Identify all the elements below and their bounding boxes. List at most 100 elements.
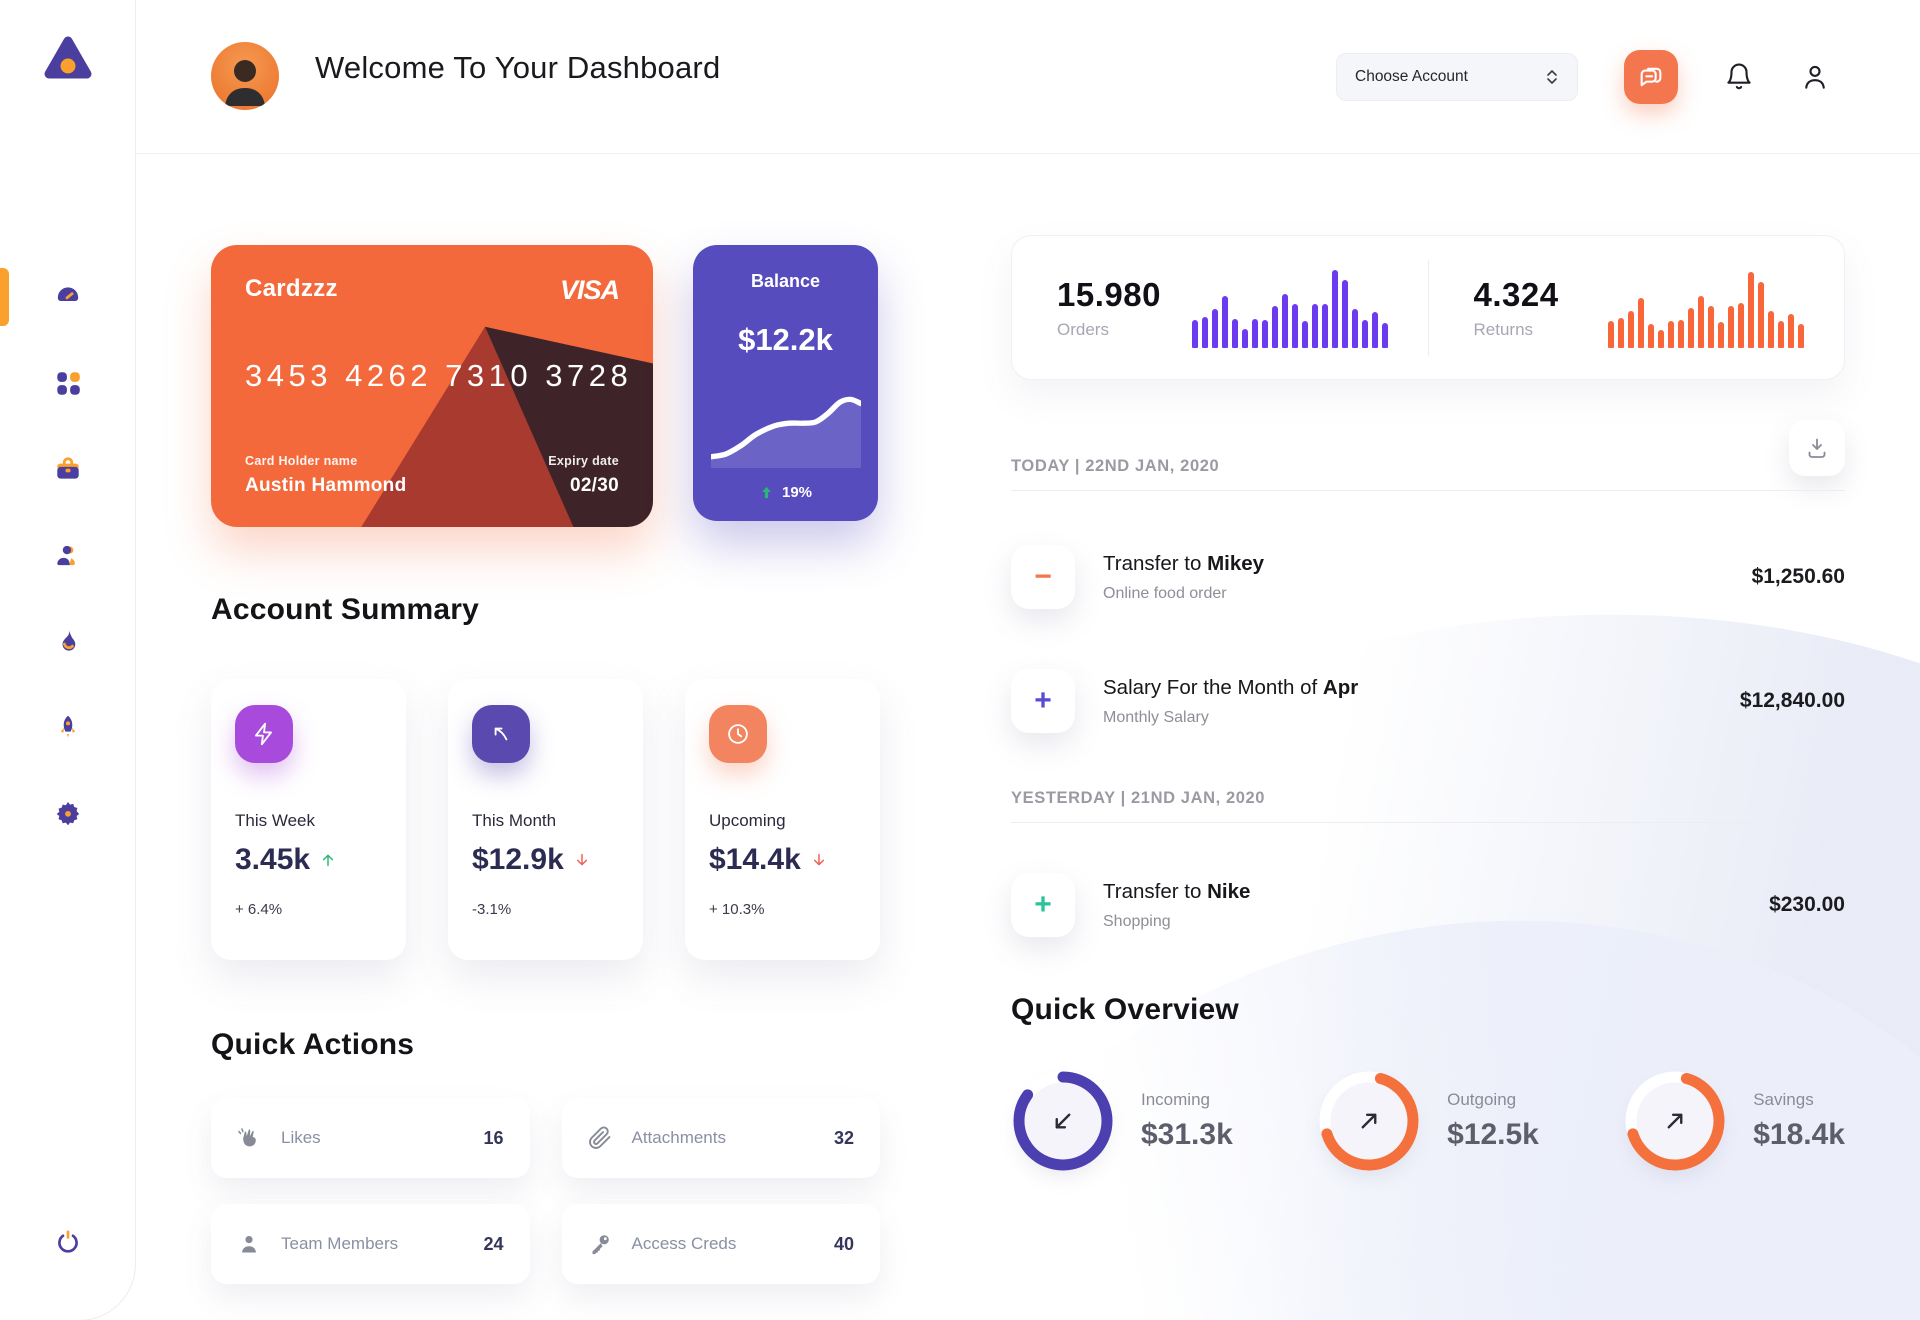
download-icon bbox=[1808, 438, 1826, 458]
overview-value: $12.5k bbox=[1447, 1118, 1539, 1151]
quick-action-access-creds[interactable]: Access Creds 40 bbox=[561, 1204, 880, 1284]
stats-divider bbox=[1427, 259, 1429, 356]
summary-card-upcoming[interactable]: Upcoming $14.4k + 10.3% bbox=[685, 679, 880, 960]
sidebar-nav bbox=[0, 268, 135, 828]
balance-label: Balance bbox=[750, 271, 821, 291]
arrow-up-right-icon bbox=[1317, 1069, 1421, 1173]
user-profile-icon bbox=[1805, 65, 1825, 89]
trend-arrow-icon bbox=[320, 852, 336, 868]
overview-outgoing: Outgoing $12.5k bbox=[1317, 1069, 1539, 1173]
orders-label: Orders bbox=[1057, 319, 1109, 339]
quick-action-label: Attachments bbox=[631, 1128, 727, 1147]
chevron-updown-icon bbox=[1547, 70, 1557, 84]
sidebar bbox=[0, 0, 135, 1320]
card-number: 3453 4262 7310 3728 bbox=[245, 358, 633, 393]
quick-action-label: Team Members bbox=[281, 1234, 399, 1253]
active-indicator bbox=[0, 268, 9, 326]
summary-label: This Week bbox=[235, 811, 315, 830]
transaction-row[interactable]: + Transfer to Nike Shopping $230.00 bbox=[1011, 873, 1845, 937]
paperclip-icon bbox=[588, 1126, 610, 1149]
summary-delta: + 6.4% bbox=[235, 901, 283, 918]
card-holder-name: Austin Hammond bbox=[245, 475, 407, 496]
summary-card-this-month[interactable]: This Month $12.9k -3.1% bbox=[448, 679, 643, 960]
briefcase-icon bbox=[56, 457, 79, 479]
sidebar-item-categories[interactable] bbox=[0, 368, 135, 398]
overview-label: Savings bbox=[1753, 1090, 1814, 1109]
summary-card-this-week[interactable]: This Week 3.45k + 6.4% bbox=[211, 679, 406, 960]
sidebar-item-settings[interactable] bbox=[0, 798, 135, 828]
sidebar-item-trending[interactable] bbox=[0, 626, 135, 656]
logout-button[interactable] bbox=[0, 1228, 135, 1262]
sidebar-item-portfolio[interactable] bbox=[0, 454, 135, 484]
balance-card: Balance $12.2k 19% bbox=[693, 245, 878, 521]
flame-icon bbox=[62, 630, 75, 651]
transaction-subtitle: Shopping bbox=[1103, 912, 1171, 930]
summary-label: This Month bbox=[472, 811, 557, 830]
outgoing-ring bbox=[1317, 1069, 1421, 1173]
notifications-button[interactable] bbox=[1724, 62, 1754, 92]
avatar[interactable] bbox=[211, 42, 279, 110]
messages-button[interactable] bbox=[1624, 50, 1678, 104]
yesterday-header: YESTERDAY | 21ND JAN, 2020 bbox=[1011, 789, 1266, 807]
quick-action-likes[interactable]: Likes 16 bbox=[211, 1098, 530, 1178]
cards-row: Cardzzz VISA 3453 4262 7310 3728 Card Ho… bbox=[211, 245, 880, 527]
card-expiry-value: 02/30 bbox=[569, 475, 619, 496]
quick-action-count: 16 bbox=[483, 1127, 504, 1148]
overview-value: $18.4k bbox=[1753, 1118, 1845, 1151]
account-select-label: Choose Account bbox=[1355, 68, 1468, 85]
chat-icon bbox=[1640, 67, 1662, 87]
quick-overview-title: Quick Overview bbox=[1011, 993, 1239, 1026]
arrow-up-icon bbox=[762, 486, 771, 499]
overview-incoming: Incoming $31.3k bbox=[1011, 1069, 1233, 1173]
summary-delta: -3.1% bbox=[472, 901, 512, 918]
main-content: Cardzzz VISA 3453 4262 7310 3728 Card Ho… bbox=[135, 154, 1920, 1320]
orders-stat: 15.980 Orders bbox=[1012, 268, 1428, 348]
divider bbox=[1011, 490, 1845, 491]
sidebar-item-contacts[interactable] bbox=[0, 540, 135, 570]
quick-action-team-members[interactable]: Team Members 24 bbox=[211, 1204, 530, 1284]
transaction-subtitle: Monthly Salary bbox=[1103, 708, 1209, 726]
quick-action-label: Likes bbox=[281, 1128, 321, 1147]
transaction-subtitle: Online food order bbox=[1103, 584, 1227, 602]
orders-bar-chart bbox=[1191, 268, 1388, 348]
profile-button[interactable] bbox=[1800, 62, 1830, 92]
quick-action-attachments[interactable]: Attachments 32 bbox=[561, 1098, 880, 1178]
sidebar-item-launch[interactable] bbox=[0, 712, 135, 742]
gear-icon bbox=[56, 801, 79, 826]
overview-savings: Savings $18.4k bbox=[1623, 1069, 1845, 1173]
clock-icon bbox=[709, 705, 767, 763]
credit-card: Cardzzz VISA 3453 4262 7310 3728 Card Ho… bbox=[211, 245, 653, 527]
transaction-amount: $1,250.60 bbox=[1751, 565, 1845, 588]
header-actions: Choose Account bbox=[1336, 0, 1830, 154]
transaction-amount: $230.00 bbox=[1769, 893, 1845, 916]
page-title: Welcome To Your Dashboard bbox=[315, 50, 721, 85]
trend-arrow-icon bbox=[811, 852, 827, 868]
transaction-row[interactable]: − Transfer to Mikey Online food order $1… bbox=[1011, 545, 1845, 609]
app-logo bbox=[41, 32, 95, 86]
balance-change-value: 19% bbox=[781, 484, 813, 501]
orders-value: 15.980 bbox=[1057, 275, 1161, 313]
grid-icon bbox=[56, 372, 80, 395]
trend-arrow-icon bbox=[574, 852, 590, 868]
quick-action-count: 40 bbox=[833, 1233, 854, 1254]
arrow-down-left-icon bbox=[1011, 1069, 1115, 1173]
quick-actions-title: Quick Actions bbox=[211, 1028, 415, 1061]
user-icon bbox=[56, 545, 75, 566]
transaction-row[interactable]: + Salary For the Month of Apr Monthly Sa… bbox=[1011, 669, 1845, 733]
overview-value: $31.3k bbox=[1141, 1118, 1233, 1151]
plus-icon: + bbox=[1011, 873, 1075, 937]
quick-actions: Likes 16 Attachments 32 Team Members bbox=[211, 1098, 880, 1284]
trend-arrow-icon bbox=[472, 705, 530, 763]
minus-icon: − bbox=[1011, 545, 1075, 609]
rocket-icon bbox=[60, 715, 75, 738]
lightning-icon bbox=[235, 705, 293, 763]
orders-returns-card: 15.980 Orders 4.324 Returns bbox=[1011, 235, 1845, 380]
left-column: Cardzzz VISA 3453 4262 7310 3728 Card Ho… bbox=[211, 245, 880, 1284]
download-button[interactable] bbox=[1789, 420, 1845, 476]
arrow-up-right-icon bbox=[1623, 1069, 1727, 1173]
account-select[interactable]: Choose Account bbox=[1336, 53, 1578, 101]
sidebar-item-dashboard[interactable] bbox=[0, 268, 135, 326]
returns-stat: 4.324 Returns bbox=[1429, 268, 1845, 348]
card-expiry-label: Expiry date bbox=[548, 454, 619, 468]
plus-icon: + bbox=[1011, 669, 1075, 733]
